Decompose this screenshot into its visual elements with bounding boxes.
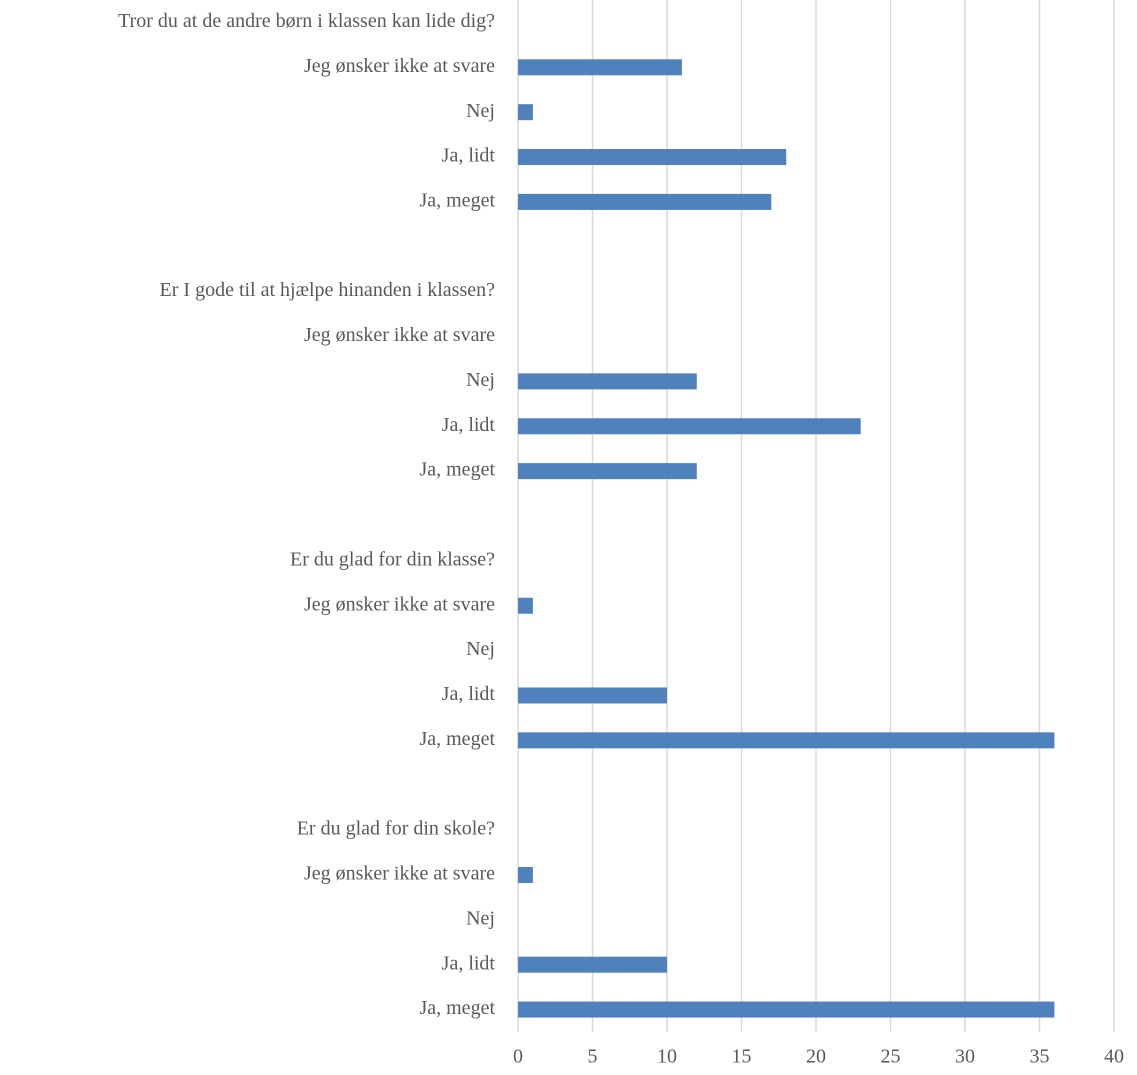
bar (518, 418, 861, 435)
bar (518, 59, 682, 76)
y-tick-label: Nej (466, 907, 495, 929)
bar (518, 104, 533, 121)
bar (518, 373, 697, 390)
y-tick-label: Ja, meget (419, 728, 495, 750)
bar (518, 597, 533, 614)
bar (518, 193, 772, 210)
bar (518, 687, 667, 704)
y-tick-label: Er du glad for din skole? (297, 818, 495, 840)
y-tick-label: Jeg ønsker ikke at svare (304, 324, 495, 346)
x-tick-label: 10 (657, 1046, 677, 1068)
y-tick-label: Ja, lidt (442, 683, 496, 705)
bar (518, 1001, 1055, 1018)
x-tick-label: 25 (881, 1046, 901, 1068)
y-tick-label: Ja, meget (419, 459, 495, 481)
y-tick-label: Ja, meget (419, 997, 495, 1019)
y-tick-label: Ja, lidt (442, 145, 496, 167)
y-tick-label: Er du glad for din klasse? (290, 548, 495, 570)
x-tick-label: 20 (806, 1046, 826, 1068)
bar (518, 463, 697, 480)
y-tick-label: Ja, meget (419, 190, 495, 212)
bar (518, 732, 1055, 749)
y-tick-label: Tror du at de andre børn i klassen kan l… (118, 10, 495, 32)
y-tick-label: Ja, lidt (442, 952, 496, 974)
bar (518, 956, 667, 973)
y-tick-label: Nej (466, 100, 495, 122)
x-tick-label: 0 (513, 1046, 523, 1068)
x-tick-label: 30 (955, 1046, 975, 1068)
bar (518, 149, 787, 166)
x-tick-label: 5 (588, 1046, 598, 1068)
y-tick-label: Jeg ønsker ikke at svare (304, 863, 495, 885)
x-tick-label: 15 (732, 1046, 752, 1068)
y-tick-label: Jeg ønsker ikke at svare (304, 593, 495, 615)
y-tick-label: Jeg ønsker ikke at svare (304, 55, 495, 77)
bar (518, 866, 533, 883)
y-tick-label: Nej (466, 369, 495, 391)
y-tick-label: Er I gode til at hjælpe hinanden i klass… (160, 279, 496, 301)
y-tick-label: Ja, lidt (442, 414, 496, 436)
x-tick-label: 35 (1030, 1046, 1050, 1068)
x-tick-label: 40 (1104, 1046, 1124, 1068)
y-tick-label: Nej (466, 638, 495, 660)
